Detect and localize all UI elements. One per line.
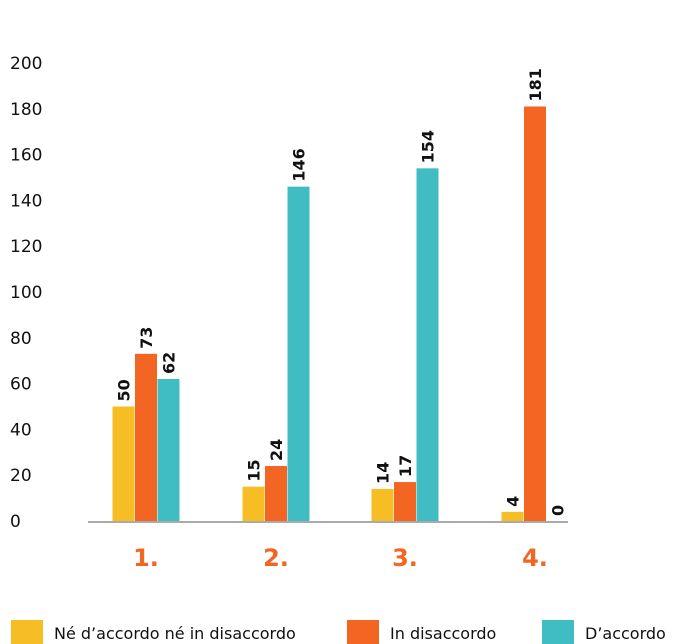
bar	[242, 486, 265, 521]
bar-value-label: 15	[245, 459, 264, 481]
bar-value-label: 50	[115, 379, 134, 401]
legend-label: D’accordo	[585, 624, 666, 643]
y-tick-label: 120	[10, 237, 42, 257]
legend-label: In disaccordo	[390, 624, 496, 643]
legend-swatch	[11, 620, 43, 644]
bar	[416, 168, 439, 521]
y-tick-label: 180	[10, 100, 42, 120]
bar-value-label: 24	[267, 439, 286, 461]
y-tick-label: 40	[10, 420, 32, 440]
legend-swatch	[347, 620, 379, 644]
legend: Né d’accordo né in disaccordo In disaccor…	[11, 620, 666, 644]
data-labels-group: 50 15 14 4 73 24 17 181 62 146 154 0	[115, 68, 568, 516]
x-axis-tick-labels: 1. 2. 3. 4.	[133, 544, 548, 572]
y-tick-label: 200	[10, 54, 42, 74]
legend-swatch	[542, 620, 574, 644]
bar-value-label: 181	[526, 68, 545, 101]
bar	[287, 186, 310, 521]
bar-value-label: 17	[396, 455, 415, 477]
y-tick-label: 60	[10, 375, 32, 395]
bar	[371, 488, 394, 521]
bar	[112, 406, 135, 521]
y-tick-label: 80	[10, 329, 32, 349]
bar-value-label: 154	[419, 130, 438, 163]
y-tick-label: 100	[10, 283, 42, 303]
y-tick-label: 160	[10, 146, 42, 166]
bar-value-label: 146	[290, 148, 309, 181]
category-label: 1.	[133, 544, 159, 572]
bar	[265, 466, 287, 521]
y-axis-tick-labels: 0 20 40 60 80 100 120 140 160 180 200	[10, 54, 42, 532]
category-label: 3.	[392, 544, 418, 572]
category-label: 4.	[522, 544, 548, 572]
bars-group	[112, 106, 546, 521]
bar-value-label: 14	[374, 462, 393, 484]
bar-value-label: 62	[160, 352, 179, 374]
bar	[394, 482, 416, 521]
bar-value-label: 4	[504, 496, 523, 507]
legend-label: Né d’accordo né in disaccordo	[54, 624, 296, 643]
bar-value-label: 0	[549, 505, 568, 516]
y-tick-label: 140	[10, 191, 42, 211]
y-tick-label: 20	[10, 466, 32, 486]
bar	[157, 379, 180, 521]
category-label: 2.	[263, 544, 289, 572]
bar	[524, 106, 546, 521]
bar-value-label: 73	[137, 327, 156, 349]
y-tick-label: 0	[10, 512, 21, 532]
bar	[135, 353, 157, 521]
bar	[501, 511, 524, 521]
